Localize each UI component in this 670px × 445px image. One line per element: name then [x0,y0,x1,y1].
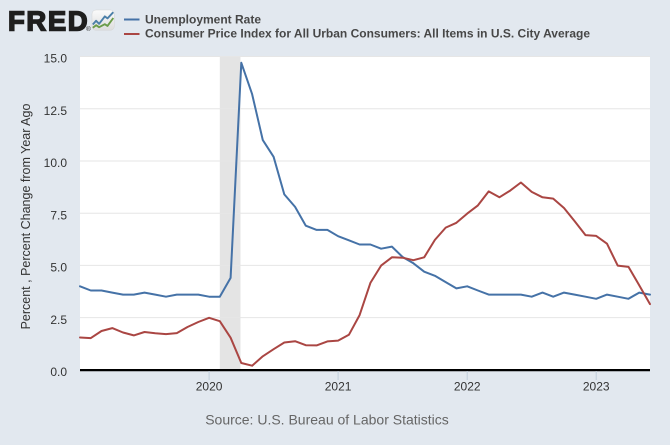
svg-text:15.0: 15.0 [44,52,68,66]
svg-text:Consumer Price Index for All U: Consumer Price Index for All Urban Consu… [145,27,590,41]
svg-text:FRED: FRED [8,6,89,37]
svg-text:0.0: 0.0 [50,365,67,379]
svg-text:12.5: 12.5 [44,104,68,118]
svg-text:2022: 2022 [454,380,481,394]
svg-text:®: ® [86,25,91,33]
svg-text:2.5: 2.5 [50,313,67,327]
svg-text:2023: 2023 [583,380,610,394]
svg-text:10.0: 10.0 [44,156,68,170]
svg-text:Percent , Percent Change from: Percent , Percent Change from Year Ago [19,104,33,330]
svg-text:Unemployment Rate: Unemployment Rate [145,13,261,27]
svg-text:2020: 2020 [196,380,223,394]
svg-text:2021: 2021 [325,380,352,394]
svg-text:5.0: 5.0 [50,261,67,275]
svg-text:7.5: 7.5 [50,208,67,222]
svg-text:Source: U.S. Bureau of Labor S: Source: U.S. Bureau of Labor Statistics [205,412,449,428]
